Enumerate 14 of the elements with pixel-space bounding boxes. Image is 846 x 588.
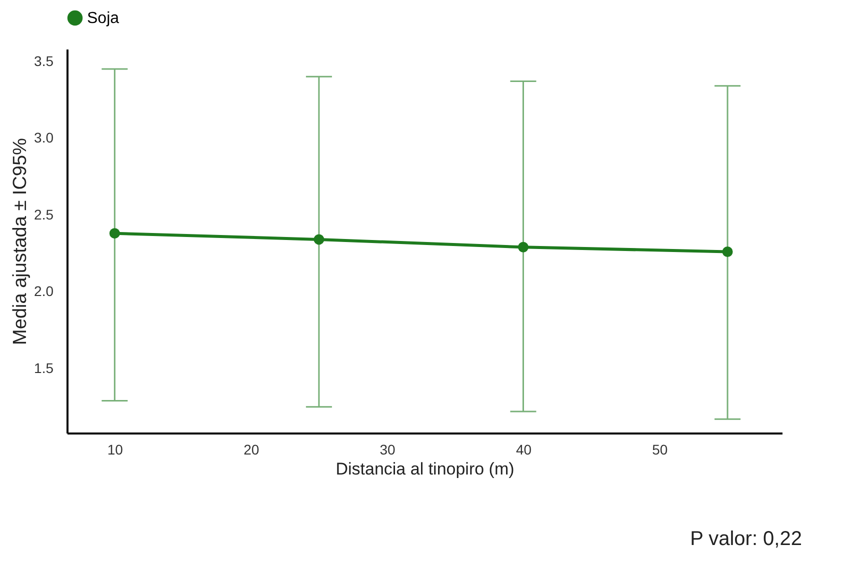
x-axis-title: Distancia al tinopiro (m) (336, 460, 514, 478)
x-tick-label: 30 (380, 442, 396, 458)
y-tick-label: 2.5 (34, 206, 54, 222)
x-tick-label: 50 (652, 442, 668, 458)
y-tick-label: 3.5 (34, 52, 54, 69)
y-tick-label: 3.0 (34, 130, 54, 146)
y-tick-label: 1.5 (34, 360, 54, 376)
y-tick-label: 2.0 (34, 283, 54, 300)
x-tick-label: 10 (107, 442, 124, 458)
legend-label: Soja (87, 10, 120, 27)
y-axis-title: Media ajustada ± IC95% (10, 138, 32, 345)
x-tick-label: 20 (244, 442, 260, 458)
text: P valor: 0,22 (690, 528, 802, 550)
x-tick-label: 40 (516, 442, 532, 458)
